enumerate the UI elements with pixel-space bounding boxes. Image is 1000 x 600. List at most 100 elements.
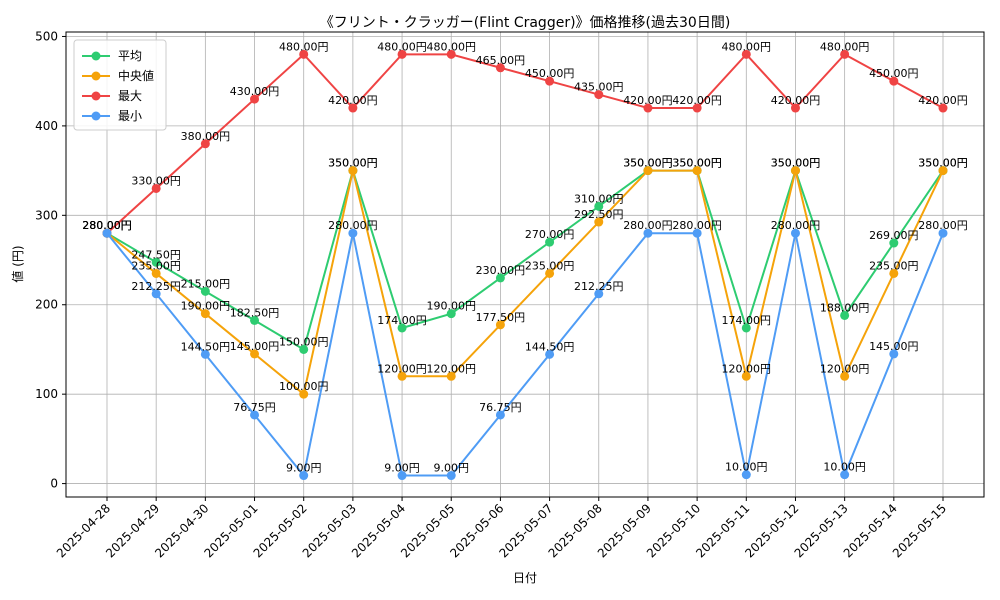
data-label: 145.00円: [230, 340, 280, 353]
data-label: 480.00円: [722, 40, 772, 53]
data-label: 247.50円: [131, 248, 181, 261]
y-axis-label: 値 (円): [10, 245, 25, 282]
legend-label: 中央値: [118, 68, 154, 83]
series-line: [106, 167, 944, 351]
data-point: [446, 471, 456, 481]
data-label: 350.00円: [623, 157, 673, 170]
data-label: 420.00円: [328, 94, 378, 107]
data-label: 190.00円: [181, 300, 231, 313]
data-label: 280.00円: [82, 219, 132, 232]
y-tick-label: 0: [50, 477, 58, 491]
legend-marker: [91, 91, 101, 101]
legend-box: [73, 39, 167, 131]
data-label: 350.00円: [771, 157, 821, 170]
data-point: [594, 90, 604, 100]
data-point: [151, 268, 161, 278]
data-point: [200, 309, 210, 319]
data-label: 435.00円: [574, 81, 624, 94]
data-point: [840, 49, 850, 59]
plot-frame: [65, 31, 985, 498]
data-label: 350.00円: [918, 157, 968, 170]
data-point: [545, 268, 555, 278]
data-point: [397, 323, 407, 333]
data-point: [299, 471, 309, 481]
data-point: [840, 371, 850, 381]
data-point: [348, 228, 358, 238]
series-line: [106, 52, 944, 234]
data-point: [545, 237, 555, 247]
data-label: 9.00円: [286, 462, 322, 475]
data-point: [495, 320, 505, 330]
data-label: 177.50円: [476, 311, 526, 324]
legend-label: 平均: [118, 49, 142, 63]
data-point: [446, 309, 456, 319]
data-label: 190.00円: [426, 300, 476, 313]
chart-title: 《フリント・クラッガー(Flint Cragger)》価格推移(過去30日間): [320, 15, 731, 31]
data-label: 76.75円: [233, 401, 276, 414]
data-label: 212.25円: [574, 280, 624, 293]
data-label: 76.75円: [479, 401, 522, 414]
data-point: [643, 228, 653, 238]
data-point: [741, 470, 751, 480]
data-label: 480.00円: [377, 40, 427, 53]
data-label: 100.00円: [279, 380, 329, 393]
data-label: 144.50円: [181, 340, 231, 353]
data-point: [299, 389, 309, 399]
data-label: 280.00円: [82, 219, 132, 232]
data-label: 380.00円: [181, 130, 231, 143]
series-line: [106, 169, 944, 396]
data-point: [741, 49, 751, 59]
data-point: [889, 76, 899, 86]
data-label: 280.00円: [771, 219, 821, 232]
x-axis: 2025-04-282025-04-292025-04-302025-05-01…: [54, 497, 949, 560]
data-label: 330.00円: [131, 174, 181, 187]
data-label: 480.00円: [279, 40, 329, 53]
data-label: 310.00円: [574, 192, 624, 205]
data-point: [250, 315, 260, 325]
data-label: 280.00円: [623, 219, 673, 232]
data-point: [938, 103, 948, 113]
data-point: [495, 63, 505, 73]
y-tick-label: 400: [35, 119, 58, 133]
data-point: [397, 471, 407, 481]
data-label: 420.00円: [672, 94, 722, 107]
data-label: 120.00円: [722, 362, 772, 375]
data-point: [938, 166, 948, 176]
data-point: [938, 228, 948, 238]
data-point: [840, 470, 850, 480]
data-point: [790, 166, 800, 176]
data-label: 480.00円: [820, 40, 870, 53]
data-label: 350.00円: [328, 157, 378, 170]
data-label: 350.00円: [672, 157, 722, 170]
series-group: [102, 49, 948, 481]
data-label: 350.00円: [672, 157, 722, 170]
data-labels: 280.00円 247.50円 215.00円 182.50円 150.00円 350.0…: [82, 40, 968, 474]
data-label: 235.00円: [869, 259, 919, 272]
y-tick-label: 500: [35, 29, 58, 43]
data-label: 150.00円: [279, 335, 329, 348]
data-label: 9.00円: [433, 462, 469, 475]
data-label: 182.50円: [230, 306, 280, 319]
y-tick-label: 300: [35, 208, 58, 222]
data-point: [397, 371, 407, 381]
data-point: [151, 257, 161, 267]
data-label: 269.00円: [869, 229, 919, 242]
data-label: 174.00円: [377, 314, 427, 327]
data-label: 280.00円: [672, 219, 722, 232]
data-label: 350.00円: [328, 157, 378, 170]
data-label: 145.00円: [869, 340, 919, 353]
data-point: [299, 344, 309, 354]
data-label: 420.00円: [623, 94, 673, 107]
data-label: 144.50円: [525, 340, 575, 353]
data-label: 350.00円: [771, 157, 821, 170]
legend-label: 最小: [118, 109, 142, 123]
data-point: [200, 286, 210, 296]
data-label: 480.00円: [426, 40, 476, 53]
data-point: [594, 217, 604, 227]
data-point: [151, 183, 161, 193]
y-axis: 0 100 200 300 400 500: [35, 29, 66, 491]
y-tick-label: 100: [35, 387, 58, 401]
data-point: [692, 103, 702, 113]
data-point: [692, 166, 702, 176]
data-point: [643, 166, 653, 176]
